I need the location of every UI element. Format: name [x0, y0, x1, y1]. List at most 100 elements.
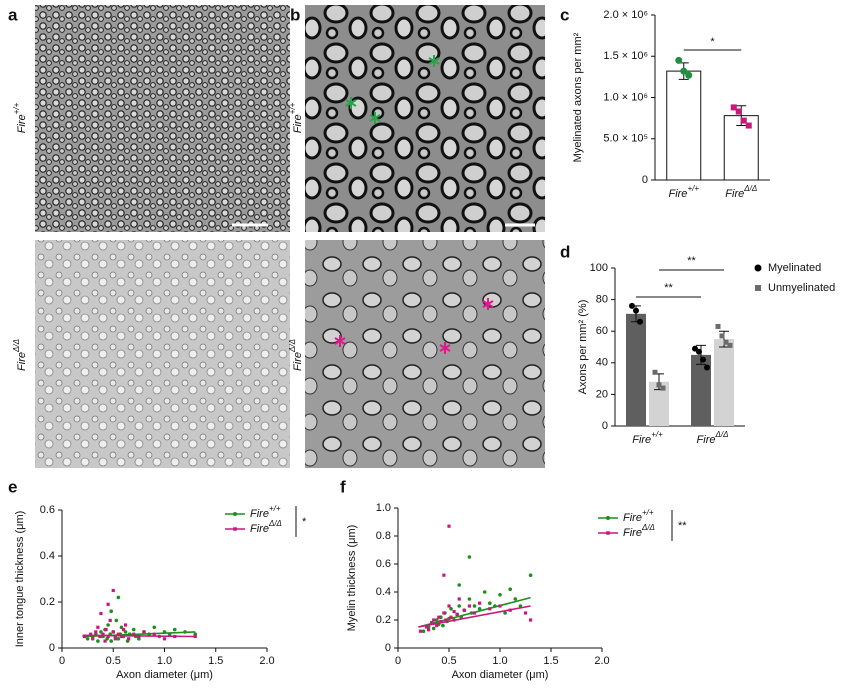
point [116, 637, 121, 641]
point [700, 356, 706, 363]
point [106, 602, 110, 606]
genotype-name: Fire [623, 527, 642, 539]
point [431, 626, 436, 631]
genotype-name: Fire [16, 352, 28, 371]
point [106, 623, 110, 627]
y-tick-label: 1.5 × 10⁶ [603, 50, 648, 62]
point [103, 639, 107, 643]
y-tick-label: 0 [642, 174, 648, 186]
point [529, 618, 533, 622]
point [696, 348, 702, 355]
x-tick-label: 1.0 [157, 655, 172, 667]
bar [649, 381, 669, 426]
y-tick-label: 100 [590, 262, 608, 274]
point [152, 625, 157, 630]
point [727, 342, 733, 348]
point [685, 71, 693, 79]
panel-letter: a [8, 5, 18, 24]
point [442, 611, 446, 615]
point [106, 634, 110, 639]
y-tick-label: 2.0 × 10⁶ [603, 9, 648, 21]
genotype-name: Fire [697, 434, 716, 446]
genotype-name: Fire [250, 523, 269, 535]
y-tick-label: 1.0 × 10⁶ [603, 91, 648, 103]
point [467, 555, 472, 559]
y-axis-label: Myelinated axons per mm² [572, 32, 584, 162]
genotype-sup: Δ/Δ [12, 339, 21, 353]
point [162, 637, 167, 641]
significance-label: ** [678, 520, 687, 532]
point [449, 615, 453, 619]
legend-marker [606, 531, 610, 535]
point [94, 630, 98, 634]
x-axis-label: Axon diameter (μm) [116, 669, 213, 681]
y-tick-label: 1.0 [376, 502, 391, 514]
point [421, 629, 426, 633]
point [523, 611, 528, 615]
point [457, 597, 461, 601]
point [692, 345, 698, 352]
point [109, 609, 113, 613]
x-tick-label: 1.5 [208, 655, 223, 667]
point [123, 623, 128, 627]
genotype-name: Fire [292, 352, 304, 371]
bar [626, 313, 646, 426]
y-tick-label: 0 [385, 642, 391, 654]
point [467, 597, 472, 601]
genotype-name: Fire [292, 114, 304, 133]
bar [714, 339, 734, 426]
x-tick-label: 2.0 [594, 655, 609, 667]
point [482, 590, 487, 594]
genotype-sup: +/+ [269, 504, 281, 513]
point [89, 632, 93, 636]
genotype-sup: Δ/Δ [743, 184, 757, 193]
point [111, 588, 115, 593]
point [96, 639, 100, 643]
y-axis-label: Myelin thickness (μm) [346, 525, 358, 632]
y-axis-label: Axons per mm² (%) [577, 300, 589, 395]
y-tick-label: 60 [596, 325, 608, 337]
point [660, 385, 666, 391]
genotype-sup: Δ/Δ [641, 523, 655, 532]
point [434, 618, 439, 622]
point [704, 364, 710, 371]
genotype-sup: +/+ [288, 102, 297, 114]
y-tick-label: 40 [596, 357, 608, 369]
legend-marker [754, 264, 762, 272]
point [444, 618, 448, 622]
point [715, 323, 721, 329]
point [101, 632, 105, 636]
genotype-sup: Δ/Δ [288, 339, 297, 353]
micrograph [305, 5, 545, 232]
point [418, 629, 423, 633]
point [430, 621, 434, 625]
genotype-name: Fire [725, 188, 744, 200]
micrograph [305, 240, 545, 468]
point [518, 604, 523, 608]
bar [691, 354, 711, 426]
point [740, 117, 747, 124]
point [432, 618, 436, 622]
point [85, 637, 90, 641]
point [633, 307, 639, 314]
point [472, 611, 477, 615]
point [457, 583, 462, 587]
y-tick-label: 80 [596, 294, 608, 306]
point [121, 628, 126, 632]
point [652, 369, 658, 375]
legend-label: Myelinated [768, 262, 821, 274]
significance-label: ** [664, 282, 673, 294]
genotype-name: Fire [668, 188, 687, 200]
bar [723, 115, 759, 181]
point [449, 607, 453, 611]
y-axis-label: Inner tongue thickness (μm) [14, 511, 26, 648]
y-tick-label: 0 [49, 642, 55, 654]
point [142, 630, 146, 634]
point [116, 595, 121, 600]
point [513, 597, 518, 601]
fit-line [418, 605, 531, 628]
legend-label: FireΔ/Δ [250, 519, 282, 535]
point [637, 318, 643, 325]
point [457, 604, 462, 608]
